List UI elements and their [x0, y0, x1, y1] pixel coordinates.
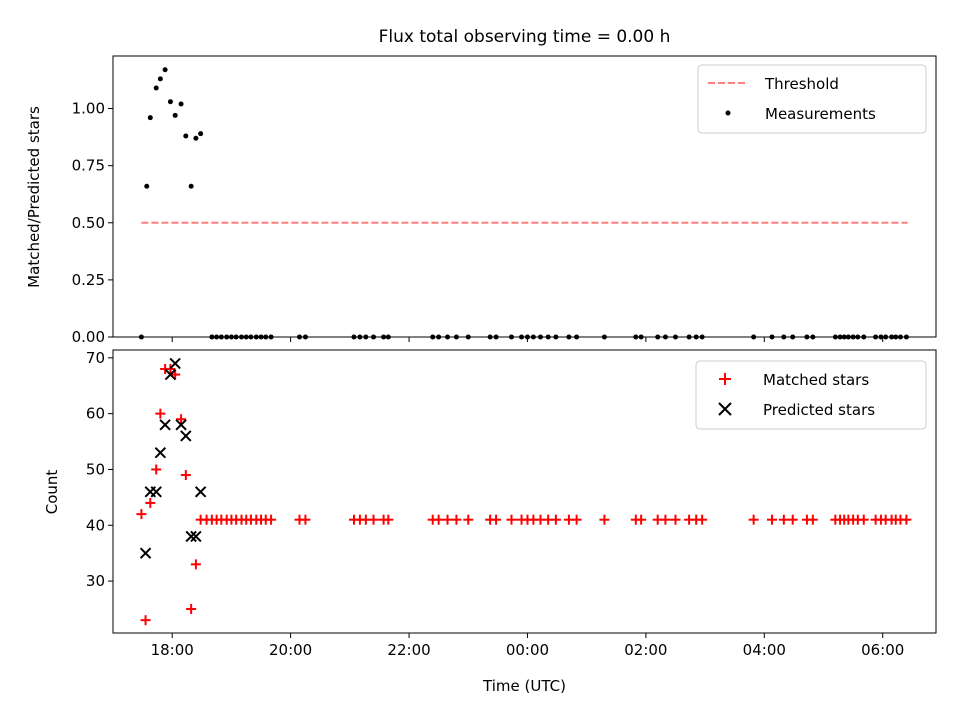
- top-y-tick-label: 0.00: [72, 328, 105, 346]
- matched-star-point: [155, 408, 166, 419]
- top-y-axis-label: Matched/Predicted stars: [25, 106, 43, 288]
- measurement-point: [193, 135, 199, 141]
- measurement-point: [157, 76, 163, 82]
- measurement-point: [198, 131, 204, 137]
- predicted-star-point: [164, 368, 177, 381]
- matched-star-point: [571, 514, 582, 525]
- matched-star-point: [451, 514, 462, 525]
- matched-star-point: [266, 514, 277, 525]
- measurement-point: [162, 67, 168, 73]
- matched-star-point: [766, 514, 777, 525]
- bottom-y-axis-label: Count: [43, 470, 61, 515]
- bottom-legend: Matched stars Predicted stars: [695, 360, 927, 430]
- matched-star-point: [550, 514, 561, 525]
- figure-title: Flux total observing time = 0.00 h: [379, 27, 671, 47]
- top-y-tick-label: 0.50: [72, 214, 105, 232]
- predicted-star-point: [180, 430, 192, 442]
- predicted-star-point: [194, 486, 207, 498]
- predicted-star-point: [154, 446, 167, 459]
- matched-star-point: [778, 514, 789, 525]
- matched-star-point: [858, 514, 869, 525]
- bottom-plot-area: [136, 357, 912, 626]
- bottom-x-tick-label: 20:00: [269, 641, 312, 659]
- matched-star-point: [491, 514, 502, 525]
- threshold-legend-label: Threshold: [764, 75, 839, 93]
- measurement-point: [178, 101, 184, 107]
- bottom-axes-frame: [112, 349, 937, 634]
- measurement-point: [147, 115, 153, 121]
- bottom-legend-box: [695, 360, 927, 430]
- top-y-tick-label: 1.00: [72, 100, 105, 118]
- matched-star-point: [433, 514, 444, 525]
- top-panel: 0.00 0.25 0.50 0.75 1.00 Matched/Predicted s…: [25, 55, 937, 346]
- matched-star-point: [151, 464, 162, 475]
- matched-star-point: [190, 559, 201, 570]
- matched-legend-label: Matched stars: [763, 371, 869, 389]
- bottom-x-tick-label: 06:00: [861, 641, 904, 659]
- bottom-x-tick-label: 00:00: [506, 641, 549, 659]
- matched-star-point: [368, 514, 379, 525]
- matched-star-point: [787, 514, 798, 525]
- measurements-legend-swatch: [725, 110, 731, 116]
- matched-star-point: [180, 470, 191, 481]
- bottom-y-axis: 30 40 50 60 70: [86, 349, 113, 590]
- matched-star-point: [599, 514, 610, 525]
- predicted-legend-swatch: [718, 402, 732, 416]
- top-legend: Threshold Measurements: [697, 64, 927, 134]
- measurement-point: [144, 183, 150, 189]
- measurement-point: [172, 112, 178, 118]
- matched-star-point: [442, 514, 453, 525]
- top-y-axis: 0.00 0.25 0.50 0.75 1.00: [72, 100, 113, 346]
- predicted-star-point: [175, 419, 187, 431]
- bottom-y-tick-label: 70: [86, 349, 105, 367]
- measurement-point: [183, 133, 189, 139]
- top-y-tick-label: 0.75: [72, 157, 105, 175]
- predicted-legend-label: Predicted stars: [763, 401, 875, 419]
- matched-star-point: [463, 514, 474, 525]
- predicted-star-point: [190, 530, 202, 543]
- top-legend-box: [697, 64, 927, 134]
- bottom-x-axis: 18:00 20:00 22:00 00:00 02:00 04:00 06:00: [151, 633, 904, 659]
- predicted-star-point: [139, 547, 152, 559]
- predicted-star-point: [169, 357, 181, 370]
- bottom-x-axis-label: Time (UTC): [482, 677, 566, 695]
- matched-star-point: [176, 414, 187, 425]
- bottom-y-tick-label: 30: [86, 572, 105, 590]
- top-y-tick-label: 0.25: [72, 271, 105, 289]
- measurement-point: [167, 99, 173, 105]
- top-axes-frame: [112, 55, 937, 338]
- matched-star-point: [697, 514, 708, 525]
- measurements-legend-label: Measurements: [765, 105, 876, 123]
- matched-star-point: [136, 509, 147, 520]
- bottom-x-tick-label: 02:00: [624, 641, 667, 659]
- matched-star-point: [748, 514, 759, 525]
- matched-star-point: [506, 514, 517, 525]
- predicted-star-point: [159, 419, 171, 431]
- matched-star-point: [670, 514, 681, 525]
- matched-star-point: [660, 514, 671, 525]
- bottom-y-tick-label: 60: [86, 405, 105, 423]
- bottom-x-tick-label: 04:00: [743, 641, 786, 659]
- measurement-point: [188, 183, 194, 189]
- top-x-ticks: [171, 337, 884, 342]
- matched-star-point: [165, 363, 176, 374]
- measurement-point: [153, 85, 159, 91]
- bottom-x-tick-label: 22:00: [387, 641, 430, 659]
- matched-legend-swatch: [719, 373, 731, 385]
- bottom-panel: 30 40 50 60 70 18:00 20:00 22:00 00:00 02:00 04:0…: [43, 349, 937, 695]
- predicted-star-point: [150, 486, 162, 498]
- matched-star-point: [186, 603, 197, 614]
- matched-star-point: [145, 497, 156, 508]
- matched-star-point: [383, 514, 394, 525]
- predicted-star-point: [185, 530, 197, 543]
- bottom-x-tick-label: 18:00: [151, 641, 194, 659]
- bottom-y-tick-label: 50: [86, 460, 105, 478]
- matched-star-point: [140, 615, 151, 626]
- bottom-y-tick-label: 40: [86, 516, 105, 534]
- matched-star-point: [300, 514, 311, 525]
- matched-star-point: [636, 514, 647, 525]
- matched-star-point: [901, 514, 912, 525]
- matched-star-point: [807, 514, 818, 525]
